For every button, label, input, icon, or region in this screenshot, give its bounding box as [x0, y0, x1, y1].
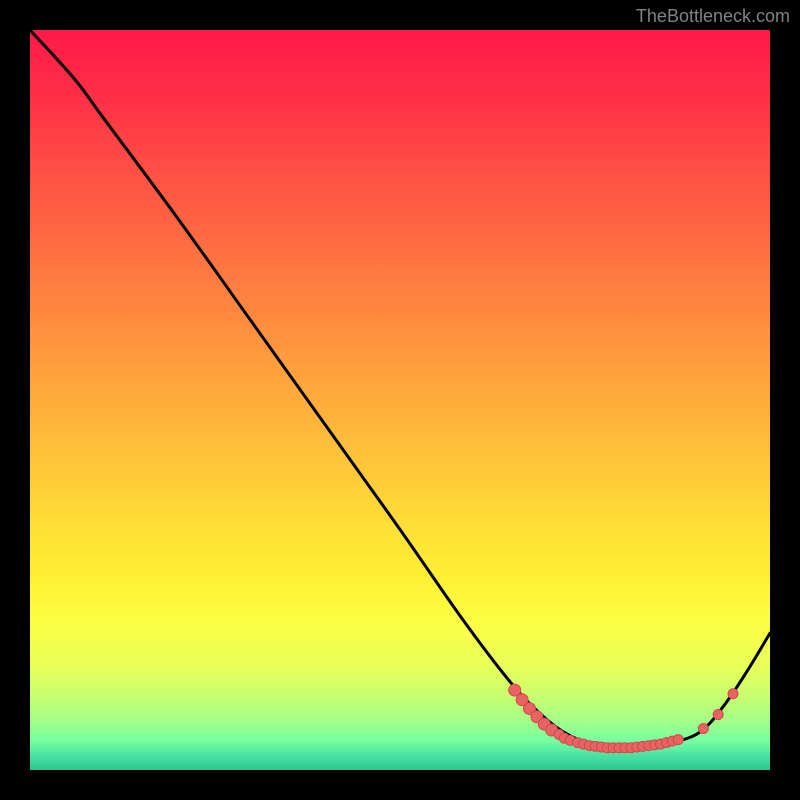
marker-point: [673, 735, 683, 745]
bottleneck-curve: [30, 30, 770, 748]
marker-group: [509, 684, 738, 753]
marker-point: [713, 710, 723, 720]
marker-point: [698, 724, 708, 734]
marker-point: [728, 689, 738, 699]
attribution-text: TheBottleneck.com: [636, 6, 790, 27]
bottleneck-chart: [30, 30, 770, 770]
curve-overlay: [30, 30, 770, 770]
